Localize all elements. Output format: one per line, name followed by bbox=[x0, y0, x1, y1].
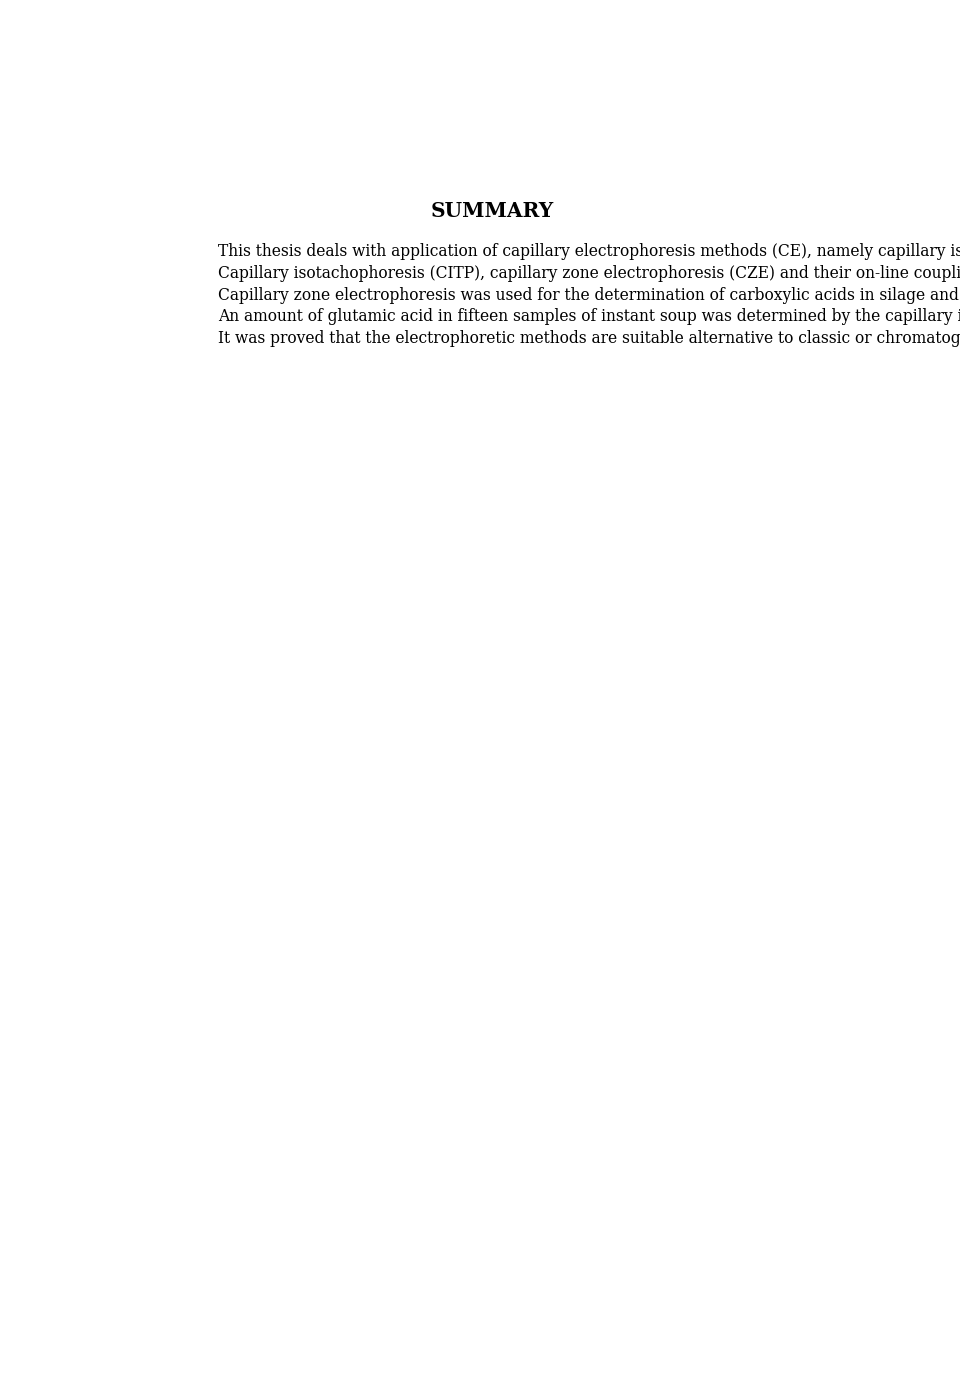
Text: An amount of glutamic acid in fifteen samples of instant soup was determined by : An amount of glutamic acid in fifteen sa… bbox=[218, 309, 960, 326]
Text: This thesis deals with application of capillary electrophoresis methods (CE), na: This thesis deals with application of ca… bbox=[218, 243, 960, 259]
Text: Capillary isotachophoresis (CITP), capillary zone electrophoresis (CZE) and thei: Capillary isotachophoresis (CITP), capil… bbox=[218, 265, 960, 281]
Text: SUMMARY: SUMMARY bbox=[430, 201, 554, 220]
Text: It was proved that the electrophoretic methods are suitable alternative to class: It was proved that the electrophoretic m… bbox=[218, 330, 960, 348]
Text: Capillary zone electrophoresis was used for the determination of carboxylic acid: Capillary zone electrophoresis was used … bbox=[218, 287, 960, 304]
